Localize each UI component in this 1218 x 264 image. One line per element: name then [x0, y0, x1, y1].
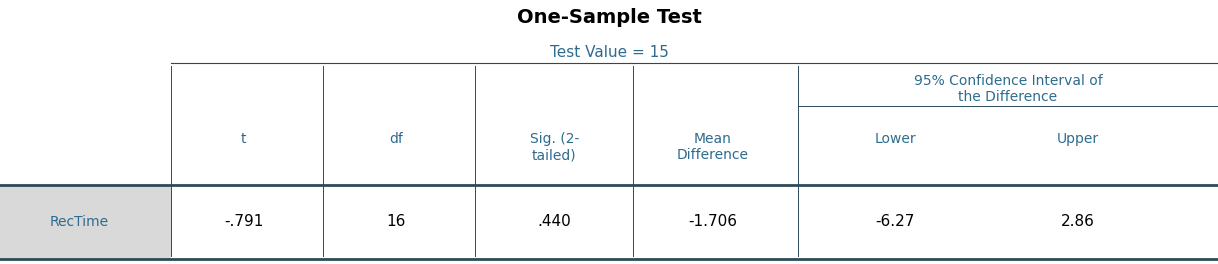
Text: -1.706: -1.706: [688, 214, 737, 229]
Text: 16: 16: [386, 214, 406, 229]
Text: Mean
Difference: Mean Difference: [676, 132, 749, 162]
Text: 95% Confidence Interval of
the Difference: 95% Confidence Interval of the Differenc…: [914, 74, 1102, 104]
Text: Test Value = 15: Test Value = 15: [549, 45, 669, 60]
Text: t: t: [241, 132, 246, 146]
Text: Lower: Lower: [875, 132, 916, 146]
Text: -.791: -.791: [224, 214, 263, 229]
Text: Sig. (2-
tailed): Sig. (2- tailed): [530, 132, 579, 162]
Text: One-Sample Test: One-Sample Test: [516, 8, 702, 27]
Text: .440: .440: [537, 214, 571, 229]
Text: Upper: Upper: [1057, 132, 1099, 146]
Text: df: df: [389, 132, 403, 146]
FancyBboxPatch shape: [0, 185, 171, 259]
Text: RecTime: RecTime: [50, 215, 108, 229]
Text: -6.27: -6.27: [876, 214, 915, 229]
Text: 2.86: 2.86: [1061, 214, 1095, 229]
